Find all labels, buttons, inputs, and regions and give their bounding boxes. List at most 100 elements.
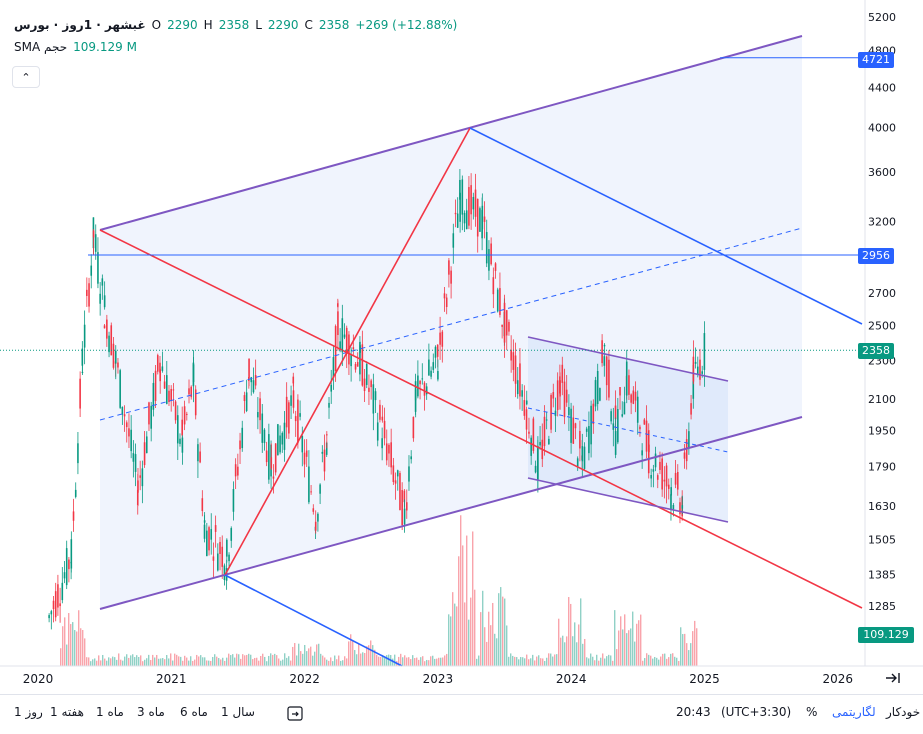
timeframe-1d[interactable]: 1 روز	[14, 705, 43, 719]
candle-body	[183, 406, 186, 425]
candle-body	[412, 416, 415, 439]
volume-bar	[684, 633, 686, 666]
candle-body	[159, 369, 161, 382]
candle-body	[259, 398, 261, 421]
volume-bar	[188, 660, 190, 666]
percent-toggle[interactable]: %	[806, 705, 818, 719]
candle-body	[430, 370, 432, 377]
volume-bar	[388, 654, 390, 666]
candle-body	[94, 234, 97, 252]
candle-body	[70, 539, 73, 569]
channel-upper-line	[99, 35, 803, 231]
candle-body	[403, 508, 406, 525]
volume-bar	[600, 657, 602, 666]
volume-bar	[608, 654, 610, 666]
volume-bar	[606, 656, 608, 666]
y-tick-label: 2500	[868, 320, 896, 333]
volume-bar	[82, 630, 84, 666]
volume-bar	[420, 657, 422, 666]
candles	[48, 169, 706, 630]
collapse-legend-button[interactable]: ⌃	[12, 66, 40, 88]
candle-body	[601, 340, 603, 364]
candle-body	[463, 212, 466, 224]
volume-bar	[632, 611, 634, 666]
candle-body	[543, 416, 546, 447]
volume-bar	[186, 657, 188, 666]
candle-body	[525, 409, 528, 430]
volume-bar	[456, 606, 458, 666]
volume-bar	[582, 643, 584, 666]
volume-bar	[166, 655, 168, 666]
volume-bar	[662, 653, 664, 666]
volume-bar	[666, 658, 668, 666]
volume-bar	[292, 646, 294, 666]
candle-body	[372, 384, 375, 414]
timeframe-3m[interactable]: 3 ماه	[137, 705, 165, 719]
candle-body	[245, 392, 248, 411]
candle-body	[434, 346, 437, 358]
timeframe-6m[interactable]: 6 ماه	[180, 705, 208, 719]
timeframe-1y[interactable]: 1 سال	[221, 705, 255, 719]
candle-body	[61, 582, 64, 601]
volume-bar	[656, 657, 658, 666]
candle-body	[74, 489, 77, 497]
log-toggle[interactable]: لگاریتمی	[832, 705, 876, 719]
volume-bar	[588, 658, 590, 666]
volume-bar	[422, 656, 424, 666]
auto-toggle[interactable]: خودکار	[886, 705, 921, 719]
chart-area[interactable]: 5200480044004000360032002700250023002100…	[0, 0, 923, 694]
volume-bar	[548, 653, 550, 666]
volume-bar	[610, 655, 612, 666]
volume-bar	[196, 654, 198, 666]
volume-label[interactable]: SMA حجم	[14, 40, 68, 54]
volume-bar	[492, 602, 494, 666]
candle-body	[414, 389, 417, 401]
volume-bar	[634, 641, 636, 666]
candle-body	[341, 318, 344, 353]
timeframe-1w[interactable]: 1 هفته	[50, 705, 84, 719]
volume-bar	[642, 660, 644, 666]
price-tag-volume: 109.129 M	[858, 627, 914, 657]
volume-bar	[380, 656, 382, 666]
volume-bar	[326, 659, 328, 666]
clock-timezone[interactable]: (UTC+3:30)	[721, 705, 792, 719]
candle-body	[554, 410, 557, 417]
candle-body	[614, 405, 617, 420]
goto-realtime-button[interactable]	[880, 667, 906, 689]
volume-bar	[524, 658, 526, 666]
timeframe-1m[interactable]: 1 ماه	[96, 705, 124, 719]
candle-body	[103, 325, 106, 329]
candle-body	[485, 232, 488, 264]
candle-body	[448, 260, 450, 275]
candle-body	[226, 539, 228, 557]
volume-bar	[358, 643, 360, 666]
candle-body	[499, 288, 501, 315]
candle-body	[450, 270, 452, 284]
candle-body	[274, 443, 277, 473]
volume-bar	[336, 659, 338, 666]
volume-bar	[652, 658, 654, 666]
candle-body	[332, 357, 335, 378]
symbol-title[interactable]: غبشهر · 1روز · بورس	[14, 18, 146, 32]
candle-body	[452, 233, 455, 248]
candle-body	[565, 389, 568, 403]
candle-body	[423, 382, 426, 396]
candle-body	[343, 334, 346, 338]
candle-body	[130, 429, 132, 452]
volume-bar	[470, 597, 472, 666]
volume-bar	[314, 651, 316, 666]
clock-time[interactable]: 20:43	[676, 705, 711, 719]
volume-bar	[70, 624, 72, 666]
candle-body	[156, 355, 159, 372]
volume-bar	[602, 653, 604, 666]
candle-body	[672, 504, 675, 510]
candle-body	[663, 479, 666, 482]
volume-bar	[480, 612, 482, 666]
candle-body	[243, 395, 246, 401]
candle-body	[690, 403, 692, 415]
volume-bar	[676, 657, 678, 666]
candle-body	[83, 324, 86, 348]
red-trend-line-1	[99, 229, 863, 609]
candle-body	[528, 431, 530, 434]
date-range-icon[interactable]	[286, 705, 306, 723]
